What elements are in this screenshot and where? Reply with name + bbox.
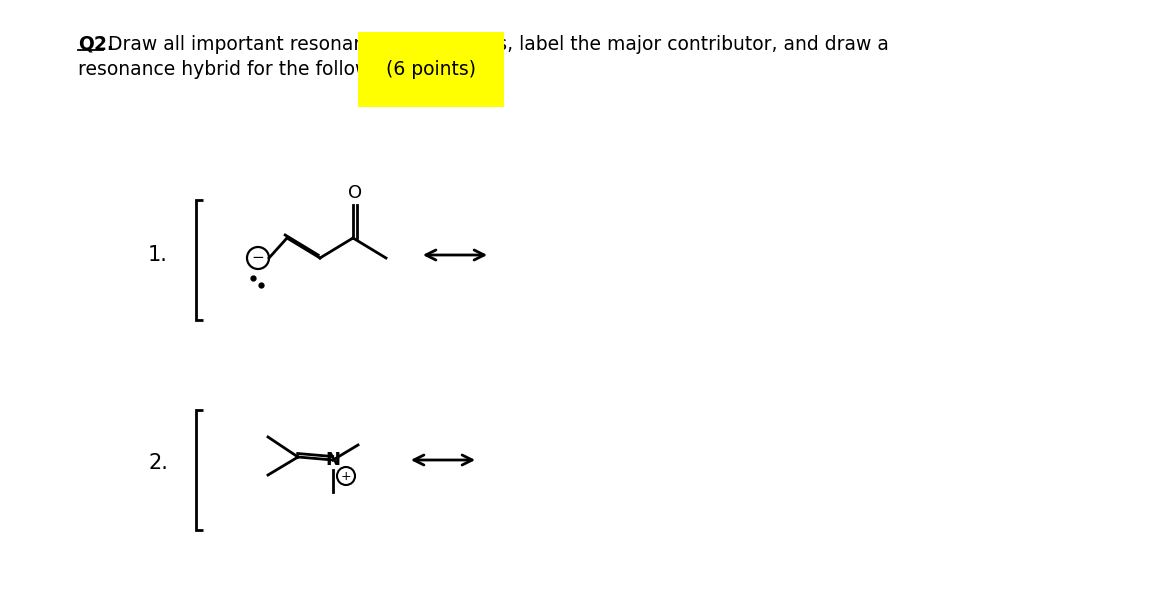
- Text: +: +: [341, 470, 352, 483]
- Text: Draw all important resonance contributors, label the major contributor, and draw: Draw all important resonance contributor…: [108, 35, 888, 54]
- Text: resonance hybrid for the following:: resonance hybrid for the following:: [79, 60, 411, 79]
- Text: Q2.: Q2.: [79, 35, 114, 54]
- Text: 2.: 2.: [148, 453, 168, 473]
- Text: (6 points): (6 points): [386, 60, 476, 79]
- Text: 1.: 1.: [148, 245, 168, 265]
- Text: N: N: [326, 451, 341, 469]
- Text: −: −: [252, 251, 265, 266]
- Text: O: O: [348, 184, 362, 202]
